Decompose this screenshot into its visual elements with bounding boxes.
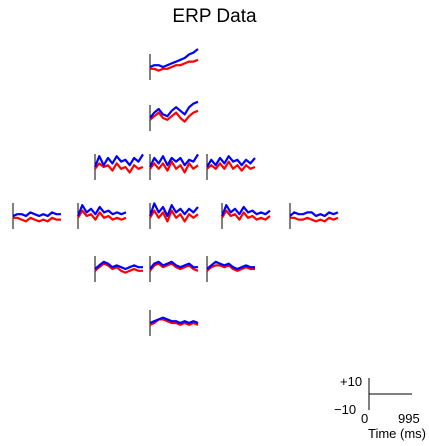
erp-series-blue-line bbox=[149, 48, 199, 69]
erp-series-red-line bbox=[149, 209, 199, 223]
scale-x-start-label: 0 bbox=[361, 411, 368, 426]
erp-series-red-line bbox=[94, 162, 144, 174]
erp-channel-row1 bbox=[149, 48, 199, 80]
erp-series-blue-line bbox=[94, 260, 143, 271]
erp-channel-row6 bbox=[149, 310, 199, 336]
erp-series-red-line bbox=[149, 160, 199, 174]
erp-series-red-line bbox=[221, 209, 271, 221]
erp-series-blue-line bbox=[149, 316, 199, 325]
erp-series-blue-line bbox=[220, 204, 271, 217]
erp-series-blue-line bbox=[206, 155, 256, 168]
erp-series-red-line bbox=[150, 58, 199, 72]
erp-channel-row4-5 bbox=[289, 203, 339, 229]
erp-series-red-line bbox=[149, 109, 199, 123]
erp-series-blue-line bbox=[12, 211, 61, 218]
erp-series-red-line bbox=[206, 264, 255, 272]
erp-series-blue-line bbox=[148, 202, 199, 218]
erp-channel-row4-2 bbox=[76, 203, 127, 229]
erp-series-red-line bbox=[149, 262, 199, 272]
erp-series-red-line bbox=[206, 160, 256, 172]
erp-channel-row5-left bbox=[94, 256, 143, 282]
scale-x-axis-label: Time (ms) bbox=[368, 426, 426, 441]
erp-channel-row2 bbox=[149, 100, 199, 131]
erp-series-red-line bbox=[290, 216, 339, 223]
erp-series-blue-line bbox=[206, 260, 255, 271]
erp-series-blue-line bbox=[93, 153, 144, 168]
erp-channel-row4-3 bbox=[148, 202, 199, 229]
erp-channel-row5-mid bbox=[149, 256, 199, 282]
erp-series-red-line bbox=[77, 209, 127, 221]
erp-series-blue-line bbox=[149, 100, 199, 119]
erp-series-red-line bbox=[13, 216, 61, 223]
scale-legend: +10 −10 0 995 Time (ms) bbox=[334, 374, 426, 441]
scale-y-bottom-label: −10 bbox=[334, 402, 356, 417]
erp-channel-row3-left bbox=[93, 153, 144, 180]
erp-series-red-line bbox=[94, 262, 143, 274]
erp-series-blue-line bbox=[76, 204, 127, 217]
erp-series-blue-line bbox=[149, 260, 198, 270]
erp-channel-row3-mid bbox=[149, 153, 199, 180]
erp-channel-row3-right bbox=[206, 154, 256, 180]
erp-channel-row4-1 bbox=[12, 203, 61, 229]
erp-series-blue-line bbox=[149, 153, 199, 168]
scale-y-top-label: +10 bbox=[340, 374, 362, 389]
erp-channel-row5-right bbox=[206, 256, 255, 282]
chart-title: ERP Data bbox=[172, 6, 257, 27]
channel-group bbox=[12, 48, 339, 336]
erp-channel-row4-4 bbox=[220, 203, 271, 229]
scale-x-end-label: 995 bbox=[398, 411, 420, 426]
erp-series-blue-line bbox=[289, 211, 339, 218]
